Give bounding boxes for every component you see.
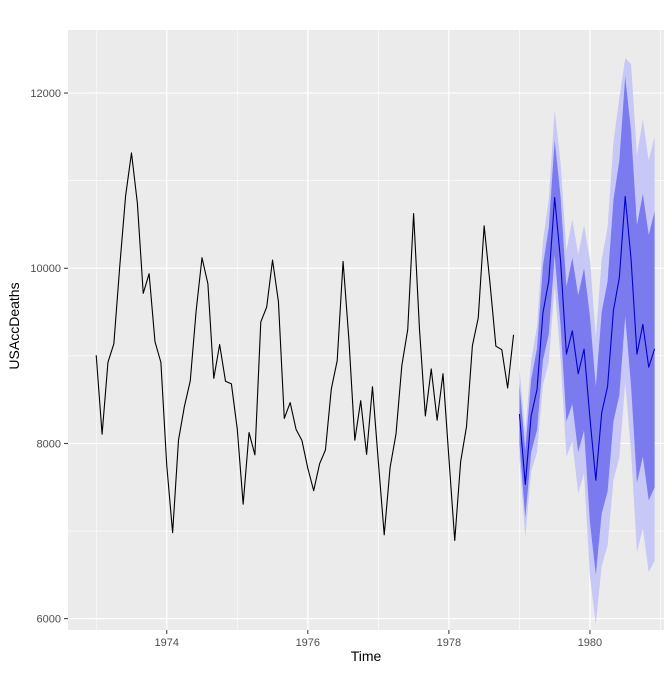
- x-tick-label: 1978: [437, 637, 461, 649]
- series-lines: [95, 152, 656, 542]
- watermark: https://blog.csdn.net/weixin_46111814: [430, 648, 666, 664]
- x-tick-label: 1974: [155, 637, 179, 649]
- y-tick-label: 10000: [30, 263, 61, 275]
- y-tick-label: 8000: [37, 438, 61, 450]
- prediction-intervals: [519, 58, 655, 624]
- y-axis-title: USAccDeaths: [6, 282, 22, 369]
- x-tick-label: 1980: [578, 637, 602, 649]
- x-axis: 1974 1976 1978 1980: [155, 630, 602, 649]
- grid-major: [68, 30, 664, 630]
- y-axis: 6000 8000 10000 12000: [30, 88, 68, 626]
- y-tick-label: 6000: [37, 614, 61, 626]
- x-axis-title: Time: [351, 648, 382, 664]
- y-tick-label: 12000: [30, 88, 61, 100]
- band-80: [519, 76, 655, 575]
- forecast-line: [518, 195, 656, 485]
- observed-line: [95, 152, 515, 542]
- x-tick-label: 1976: [296, 637, 320, 649]
